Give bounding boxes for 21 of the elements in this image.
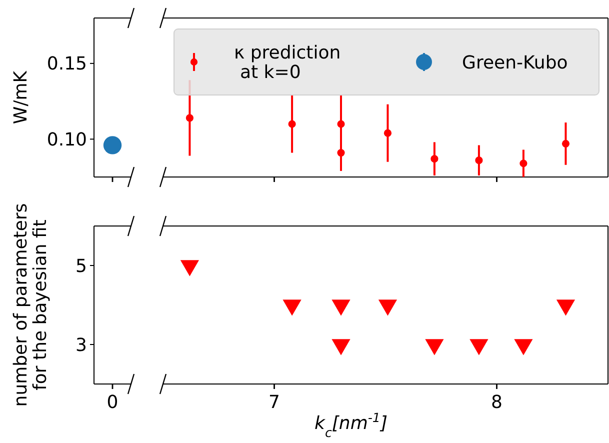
point	[186, 114, 194, 122]
point	[430, 155, 438, 163]
x-axis-title: k$_{c}$[nm$^{-1}$]	[314, 410, 388, 440]
point	[384, 129, 392, 137]
legend-label: κ prediction at k=0	[234, 42, 341, 84]
x-tick-label: 0	[106, 392, 118, 413]
point	[288, 120, 296, 128]
x-tick-label: 7	[268, 392, 280, 413]
y-axis-title: number of parameters for the bayesian fit	[10, 203, 52, 407]
x-tick-label: 8	[491, 392, 502, 413]
y-axis-title: W/mK	[10, 70, 32, 124]
point	[337, 148, 345, 157]
y-tick-label: 0.15	[46, 54, 87, 75]
point	[337, 120, 345, 128]
y-tick-label: 5	[76, 256, 87, 277]
y-tick-label: 3	[76, 334, 87, 356]
point	[520, 160, 528, 168]
point	[562, 140, 570, 148]
point	[475, 156, 483, 164]
y-tick-label: 0.10	[46, 129, 87, 150]
legend-label: Green-Kubo	[462, 52, 568, 74]
